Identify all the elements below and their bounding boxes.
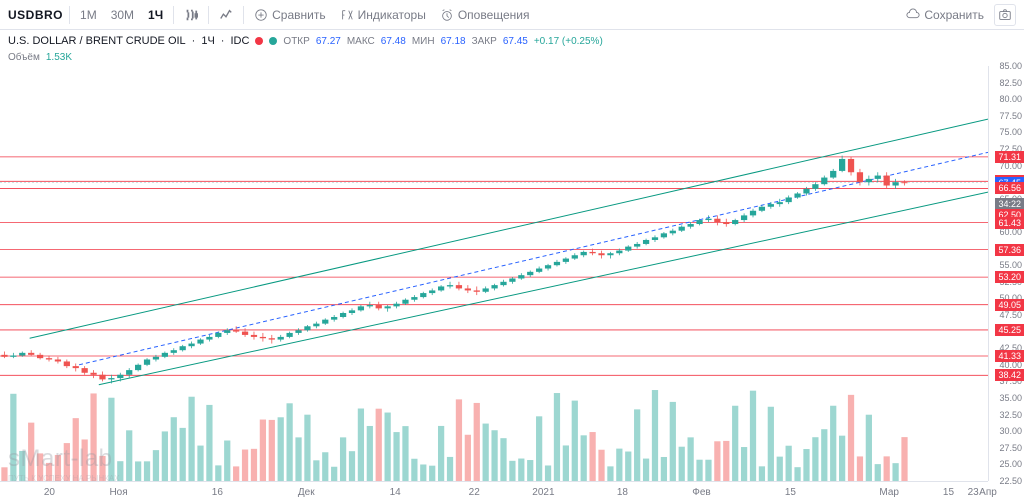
timeframe-1m[interactable]: 1М	[76, 6, 101, 24]
status-dot-1	[255, 37, 263, 45]
timeframe-30m[interactable]: 30М	[107, 6, 138, 24]
x-tick: 15	[785, 487, 796, 498]
separator	[173, 6, 174, 24]
indicators-menu[interactable]	[215, 6, 237, 24]
close-value: 67.45	[503, 36, 528, 47]
open-label: ОТКР	[283, 36, 309, 47]
separator	[243, 6, 244, 24]
candles-icon	[184, 8, 198, 22]
y-tick: 22.50	[999, 476, 1022, 486]
open-value: 67.27	[316, 36, 341, 47]
tf-label: 1Ч	[201, 35, 214, 47]
candles-button[interactable]	[180, 6, 202, 24]
x-tick: 18	[617, 487, 628, 498]
y-tick: 75.00	[999, 127, 1022, 137]
symbol-info: U.S. DOLLAR / BRENT CRUDE OIL · 1Ч · IDC…	[0, 30, 1024, 52]
plus-circle-icon	[254, 8, 268, 22]
low-label: МИН	[412, 36, 435, 47]
y-tick: 47.50	[999, 310, 1022, 320]
symbol[interactable]: USDBRO	[8, 8, 63, 22]
y-axis[interactable]: 85.0082.5080.0077.5075.0072.5070.0067.50…	[988, 66, 1024, 481]
chart-svg	[0, 66, 988, 481]
price-label: 38.42	[995, 369, 1024, 381]
watermark: sMart-lab	[8, 445, 113, 473]
fx-icon	[340, 8, 354, 22]
x-tick: 23	[968, 487, 979, 498]
toolbar: USDBRO 1М 30М 1Ч Сравнить Индикаторы Опо…	[0, 0, 1024, 30]
y-tick: 80.00	[999, 94, 1022, 104]
y-tick: 30.00	[999, 426, 1022, 436]
x-tick: Фев	[692, 487, 710, 498]
x-axis[interactable]: 20Ноя16Дек1422202118Фев15Мар1523Апр	[0, 481, 988, 501]
watermark-sub: ПУТЬ К УСПЕХУ НА РЫНКАХ	[8, 474, 120, 483]
x-tick: 14	[390, 487, 401, 498]
compare-label: Сравнить	[272, 8, 325, 22]
x-tick: 16	[212, 487, 223, 498]
alerts-button[interactable]: Оповещения	[436, 6, 534, 24]
y-tick: 25.00	[999, 459, 1022, 469]
chart-area[interactable]	[0, 66, 988, 481]
low-value: 67.18	[441, 36, 466, 47]
separator	[69, 6, 70, 24]
y-tick: 35.00	[999, 393, 1022, 403]
alarm-icon	[440, 8, 454, 22]
compare-button[interactable]: Сравнить	[250, 6, 329, 24]
exchange: IDC	[230, 35, 249, 47]
save-button[interactable]: Сохранить	[902, 6, 988, 24]
price-label: 66.56	[995, 182, 1024, 194]
price-label: 71.31	[995, 151, 1024, 163]
price-label: 41.33	[995, 350, 1024, 362]
chart-icon	[219, 8, 233, 22]
cloud-icon	[906, 8, 920, 22]
y-tick: 55.00	[999, 260, 1022, 270]
price-label: 57.36	[995, 244, 1024, 256]
timeframe-1h[interactable]: 1Ч	[144, 6, 167, 24]
save-label: Сохранить	[924, 8, 984, 22]
x-tick: Мар	[879, 487, 899, 498]
x-tick: 20	[44, 487, 55, 498]
close-label: ЗАКР	[472, 36, 497, 47]
high-label: МАКС	[347, 36, 375, 47]
y-tick: 85.00	[999, 61, 1022, 71]
camera-icon	[998, 8, 1012, 22]
x-tick: 2021	[532, 487, 554, 498]
snapshot-button[interactable]	[994, 4, 1016, 26]
x-tick: Ноя	[109, 487, 127, 498]
x-tick: Апр	[979, 487, 997, 498]
alerts-label: Оповещения	[458, 8, 530, 22]
y-tick: 77.50	[999, 111, 1022, 121]
status-dot-2	[269, 37, 277, 45]
x-tick: Дек	[298, 487, 315, 498]
price-label: 61.43	[995, 217, 1024, 229]
price-label: 45.25	[995, 324, 1024, 336]
y-tick: 60.00	[999, 227, 1022, 237]
indicators-label: Индикаторы	[358, 8, 426, 22]
price-label: 49.05	[995, 299, 1024, 311]
x-tick: 15	[943, 487, 954, 498]
volume-label: Объём	[8, 52, 40, 63]
symbol-title: U.S. DOLLAR / BRENT CRUDE OIL	[8, 35, 186, 47]
y-tick: 32.50	[999, 410, 1022, 420]
price-label: 34:22	[995, 198, 1024, 210]
indicators-button[interactable]: Индикаторы	[336, 6, 430, 24]
price-label: 53.20	[995, 271, 1024, 283]
change-value: +0.17 (+0.25%)	[534, 36, 603, 47]
separator	[208, 6, 209, 24]
volume-value: 1.53K	[46, 52, 72, 63]
x-tick: 22	[469, 487, 480, 498]
y-tick: 82.50	[999, 78, 1022, 88]
volume-row: Объём 1.53K	[0, 52, 1024, 63]
y-tick: 27.50	[999, 443, 1022, 453]
high-value: 67.48	[381, 36, 406, 47]
